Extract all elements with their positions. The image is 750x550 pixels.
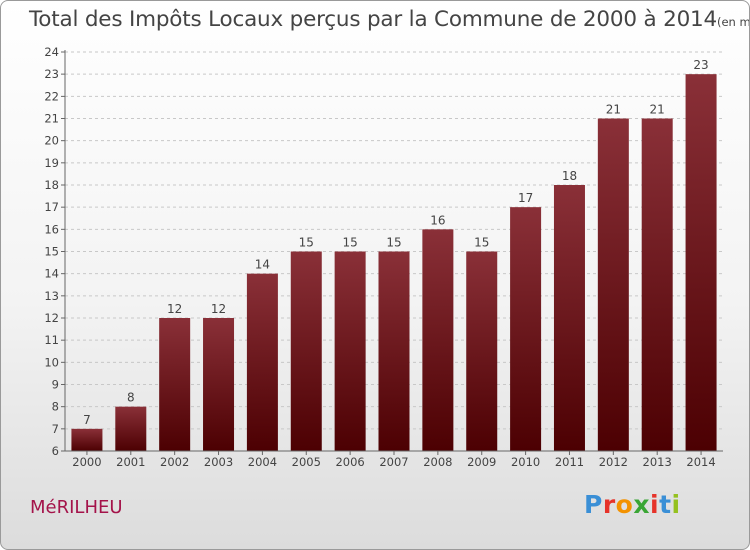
bar bbox=[378, 251, 410, 451]
logo-letter: i bbox=[650, 490, 660, 519]
x-tick-label: 2011 bbox=[555, 455, 584, 469]
bar bbox=[685, 74, 717, 452]
x-tick-label: 2007 bbox=[379, 455, 408, 469]
chart-title-text: Total des Impôts Locaux perçus par la Co… bbox=[29, 7, 717, 32]
bar-value-label: 12 bbox=[211, 302, 226, 316]
y-tick-label: 17 bbox=[44, 200, 59, 214]
bar bbox=[641, 118, 673, 451]
x-tick-label: 2012 bbox=[599, 455, 628, 469]
x-tick-label: 2000 bbox=[72, 455, 101, 469]
x-tick-label: 2001 bbox=[116, 455, 145, 469]
bar bbox=[466, 251, 498, 451]
bar-value-label: 15 bbox=[299, 236, 314, 250]
y-tick-label: 16 bbox=[44, 222, 59, 236]
bar bbox=[246, 273, 278, 451]
bar-value-label: 16 bbox=[430, 213, 445, 227]
bar bbox=[203, 318, 235, 451]
bar-value-label: 15 bbox=[474, 236, 489, 250]
bar bbox=[115, 406, 147, 451]
x-tick-label: 2006 bbox=[335, 455, 364, 469]
y-tick-label: 13 bbox=[44, 289, 59, 303]
logo-letter: P bbox=[584, 490, 603, 519]
bar-value-label: 23 bbox=[693, 58, 708, 72]
logo-letter: i bbox=[671, 490, 681, 519]
x-tick-label: 2003 bbox=[204, 455, 233, 469]
bar-value-label: 17 bbox=[518, 191, 533, 205]
x-tick-label: 2013 bbox=[643, 455, 672, 469]
bar bbox=[510, 207, 542, 451]
y-tick-label: 20 bbox=[44, 134, 59, 148]
y-tick-label: 18 bbox=[44, 178, 59, 192]
y-tick-label: 19 bbox=[44, 156, 59, 170]
x-tick-label: 2004 bbox=[248, 455, 277, 469]
bar bbox=[71, 428, 103, 451]
x-tick-label: 2008 bbox=[423, 455, 452, 469]
y-tick-label: 7 bbox=[52, 422, 59, 436]
bar-value-label: 21 bbox=[606, 103, 621, 117]
bar-value-label: 14 bbox=[255, 258, 270, 272]
bar bbox=[422, 229, 454, 451]
proxiti-logo: Proxiti bbox=[584, 490, 681, 519]
bar-value-label: 12 bbox=[167, 302, 182, 316]
logo-letter: t bbox=[659, 490, 672, 519]
bar bbox=[159, 318, 191, 451]
chart-title-unit: (en milliers d'€) bbox=[717, 15, 750, 29]
logo-letter: x bbox=[633, 490, 650, 519]
y-tick-label: 24 bbox=[44, 45, 59, 59]
bar-value-label: 8 bbox=[127, 391, 135, 405]
bar-value-label: 15 bbox=[386, 236, 401, 250]
bar-value-label: 7 bbox=[83, 413, 91, 427]
x-tick-label: 2014 bbox=[686, 455, 715, 469]
y-tick-label: 9 bbox=[52, 378, 59, 392]
bar-value-label: 18 bbox=[562, 169, 577, 183]
y-tick-label: 8 bbox=[52, 400, 59, 414]
y-tick-label: 14 bbox=[44, 267, 59, 281]
y-tick-label: 11 bbox=[44, 333, 59, 347]
bar bbox=[334, 251, 366, 451]
chart-title: Total des Impôts Locaux perçus par la Co… bbox=[29, 7, 750, 32]
y-tick-label: 23 bbox=[44, 67, 59, 81]
x-tick-label: 2002 bbox=[160, 455, 189, 469]
y-tick-label: 15 bbox=[44, 245, 59, 259]
commune-name: MéRILHEU bbox=[30, 497, 123, 518]
y-tick-label: 22 bbox=[44, 89, 59, 103]
y-tick-label: 6 bbox=[52, 444, 59, 458]
logo-letter: o bbox=[615, 490, 634, 519]
logo-letter: r bbox=[602, 490, 616, 519]
y-tick-label: 12 bbox=[44, 311, 59, 325]
y-tick-label: 10 bbox=[44, 355, 59, 369]
bar-value-label: 21 bbox=[650, 103, 665, 117]
y-tick-label: 21 bbox=[44, 112, 59, 126]
bar bbox=[290, 251, 322, 451]
bar bbox=[553, 185, 585, 451]
bar-value-label: 15 bbox=[342, 236, 357, 250]
x-tick-label: 2009 bbox=[467, 455, 496, 469]
x-tick-label: 2010 bbox=[511, 455, 540, 469]
x-tick-label: 2005 bbox=[292, 455, 321, 469]
bar bbox=[597, 118, 629, 451]
